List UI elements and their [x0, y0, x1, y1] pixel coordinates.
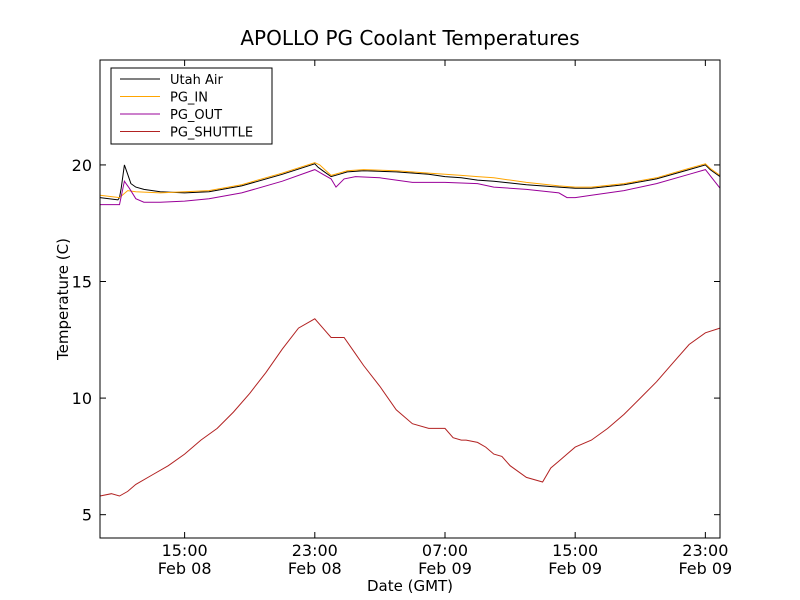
x-tick-label-date: Feb 08	[288, 559, 342, 578]
x-tick-label-date: Feb 09	[548, 559, 602, 578]
legend-label: PG_SHUTTLE	[170, 126, 253, 141]
chart-title: APOLLO PG Coolant Temperatures	[240, 26, 579, 50]
y-tick-label: 5	[82, 506, 92, 525]
plot-frame	[99, 59, 721, 539]
series-layer	[99, 162, 721, 497]
x-tick-label-date: Feb 09	[678, 559, 732, 578]
x-tick-label-time: 23:00	[292, 541, 338, 560]
x-tick-label-date: Feb 08	[158, 559, 212, 578]
legend-label: Utah Air	[170, 73, 223, 88]
legend: Utah Air PG_IN PG_OUT PG_SHUTTLE	[110, 67, 273, 145]
legend-label: PG_OUT	[170, 108, 222, 123]
y-axis: 5 10 15 20	[72, 156, 720, 525]
x-axis-label: Date (GMT)	[367, 577, 453, 595]
x-tick-label-time: 15:00	[552, 541, 598, 560]
y-axis-label: Temperature (C)	[54, 238, 72, 361]
series-line-pg-in	[99, 162, 721, 199]
x-tick-label-time: 07:00	[422, 541, 468, 560]
series-line-utah-air	[99, 163, 721, 201]
y-tick-label: 20	[72, 156, 92, 175]
series-line-pg-out	[100, 169, 721, 206]
series-line-pg-shuttle	[99, 318, 721, 497]
x-tick-label-date: Feb 09	[418, 559, 472, 578]
legend-label: PG_IN	[170, 91, 208, 106]
x-tick-label-time: 23:00	[682, 541, 728, 560]
y-tick-label: 10	[72, 389, 92, 408]
x-tick-label-time: 15:00	[162, 541, 208, 560]
y-tick-label: 15	[72, 273, 92, 292]
